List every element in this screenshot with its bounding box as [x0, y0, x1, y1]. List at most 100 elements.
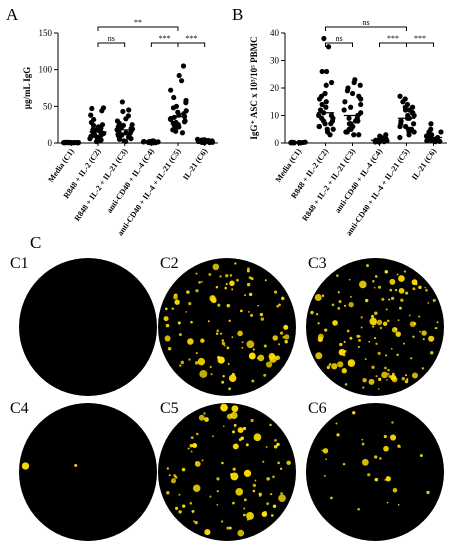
spot	[246, 269, 250, 273]
spot	[381, 297, 385, 301]
spot	[257, 304, 259, 307]
spot	[375, 342, 378, 346]
spot	[233, 423, 237, 427]
spot	[248, 292, 253, 297]
significance-bracket	[379, 42, 407, 47]
x-tick-label: anti-CD40 + IL-4 (C4)	[333, 147, 384, 215]
spot	[284, 334, 290, 340]
spot	[352, 411, 356, 415]
spot	[421, 330, 427, 336]
spot	[374, 275, 378, 278]
spot	[166, 490, 170, 495]
spot	[430, 351, 434, 355]
spot	[198, 414, 205, 421]
data-point	[411, 112, 417, 119]
spot	[248, 276, 252, 280]
spot	[269, 492, 273, 496]
spot	[284, 340, 288, 344]
spot	[219, 332, 223, 335]
spot	[377, 351, 381, 356]
significance-label: ***	[414, 34, 426, 43]
spot	[276, 305, 279, 308]
spot	[228, 387, 232, 391]
spot	[422, 338, 425, 341]
spot	[379, 326, 383, 330]
spot	[195, 352, 198, 355]
spot	[226, 303, 231, 308]
spot	[315, 313, 319, 316]
spot	[370, 314, 375, 318]
chart-b: 0 10 20 30 40 IgG⁺ ASC x 10³/10⁵ PBMC Media (C…	[249, 18, 447, 237]
x-tick-label: IL-21 (C6)	[181, 147, 209, 182]
spot	[358, 338, 361, 342]
spot	[189, 444, 193, 448]
data-point	[88, 112, 94, 118]
spot	[242, 513, 246, 517]
spot	[224, 286, 228, 290]
spot	[177, 321, 181, 325]
spot	[373, 337, 377, 340]
spot	[252, 348, 255, 351]
spot	[374, 455, 378, 459]
spot	[215, 332, 219, 335]
well-label: C4	[10, 400, 29, 417]
spot	[357, 507, 360, 511]
data-point	[356, 132, 362, 138]
spot	[276, 442, 280, 447]
data-point	[183, 100, 189, 106]
spot	[381, 371, 388, 379]
spot	[273, 444, 278, 449]
spot	[252, 483, 256, 488]
spot	[200, 338, 205, 343]
data-point	[128, 136, 134, 142]
spot	[272, 335, 278, 341]
spot	[246, 267, 250, 271]
spot	[194, 361, 199, 365]
spot	[348, 278, 351, 281]
spot	[396, 273, 399, 276]
data-point	[428, 121, 434, 127]
spot	[279, 467, 283, 470]
spot	[361, 458, 369, 466]
y-tick-label: 0	[275, 138, 280, 148]
spot	[201, 459, 204, 462]
spot	[190, 450, 193, 453]
panel-letter-c: C	[30, 233, 41, 252]
spot	[188, 302, 192, 306]
spot	[215, 286, 219, 289]
spot	[406, 378, 409, 381]
x-tick-label: anti-CD40 + IL-4 (C4)	[105, 147, 156, 215]
spot	[323, 474, 326, 477]
spot	[248, 352, 256, 360]
spot	[326, 365, 330, 369]
spot	[250, 418, 254, 423]
x-tick-label: IL-21 (C6)	[410, 147, 438, 182]
spot	[245, 443, 249, 447]
spot	[338, 300, 342, 303]
data-point	[358, 101, 364, 108]
spot	[322, 448, 329, 454]
spot	[189, 501, 193, 505]
significance-label: ns	[335, 34, 342, 43]
spot	[405, 374, 408, 377]
spot	[386, 501, 389, 504]
data-point	[437, 138, 443, 144]
data-point	[325, 44, 332, 50]
spot	[374, 311, 378, 315]
spot	[411, 372, 418, 379]
spot	[225, 274, 229, 278]
significance-label: ***	[387, 34, 399, 43]
spot	[275, 355, 281, 360]
data-point	[346, 115, 352, 121]
data-point	[424, 138, 430, 144]
spot	[336, 274, 339, 277]
data-point	[126, 107, 132, 113]
spot	[360, 326, 363, 329]
spot	[377, 388, 380, 390]
data-point	[319, 68, 325, 75]
data-point	[323, 82, 329, 88]
well-label: C5	[160, 400, 179, 417]
data-point	[206, 139, 213, 146]
data-point	[118, 125, 125, 131]
spot	[167, 346, 172, 351]
